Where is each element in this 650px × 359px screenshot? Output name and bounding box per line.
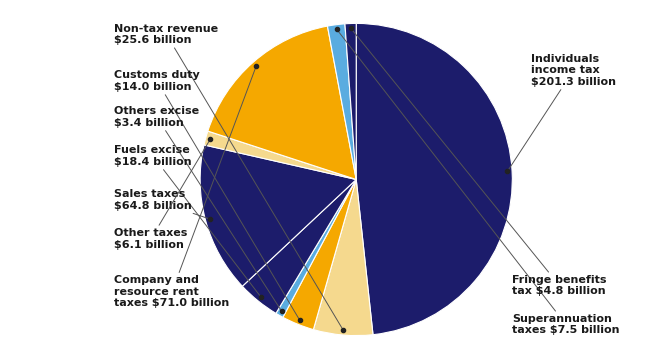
Text: Company and
resource rent
taxes $71.0 billion: Company and resource rent taxes $71.0 bi… xyxy=(114,66,256,308)
Wedge shape xyxy=(328,24,356,180)
Text: Other taxes
$6.1 billion: Other taxes $6.1 billion xyxy=(114,139,210,250)
Wedge shape xyxy=(204,131,356,180)
Wedge shape xyxy=(276,180,356,317)
Wedge shape xyxy=(345,23,356,180)
Text: Fuels excise
$18.4 billion: Fuels excise $18.4 billion xyxy=(114,145,261,297)
Text: Others excise
$3.4 billion: Others excise $3.4 billion xyxy=(114,106,281,311)
Text: Superannuation
taxes $7.5 billion: Superannuation taxes $7.5 billion xyxy=(337,29,620,335)
Wedge shape xyxy=(200,145,356,286)
Text: Individuals
income tax
$201.3 billion: Individuals income tax $201.3 billion xyxy=(508,53,616,171)
Wedge shape xyxy=(208,26,356,180)
Text: Non-tax revenue
$25.6 billion: Non-tax revenue $25.6 billion xyxy=(114,24,343,330)
Text: Sales taxes
$64.8 billion: Sales taxes $64.8 billion xyxy=(114,189,210,219)
Wedge shape xyxy=(283,180,356,330)
Wedge shape xyxy=(242,180,356,313)
Wedge shape xyxy=(313,180,373,336)
Wedge shape xyxy=(356,23,512,335)
Text: Customs duty
$14.0 billion: Customs duty $14.0 billion xyxy=(114,70,300,320)
Text: Fringe benefits
tax $4.8 billion: Fringe benefits tax $4.8 billion xyxy=(351,28,607,297)
